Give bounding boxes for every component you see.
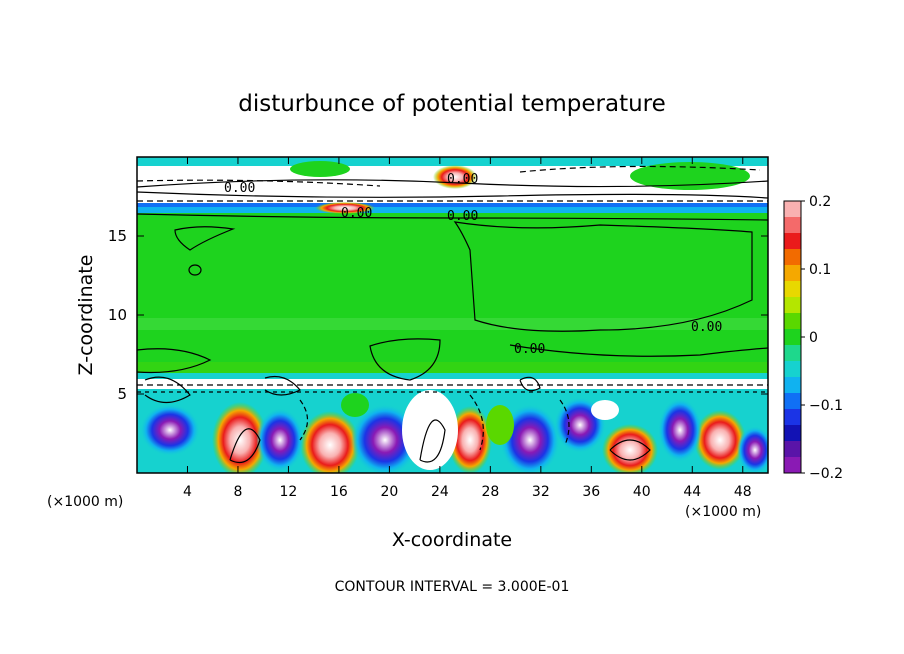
contour-label: 0.00 [514,342,545,357]
colorbar-swatch [784,425,801,442]
colorbar-swatch [784,313,801,330]
contour-label: 0.00 [447,209,478,224]
colorbar-swatch [784,361,801,378]
x-tick-label: 36 [582,484,600,500]
x-tick-label: 28 [481,484,499,500]
y-tick-label: 15 [108,227,127,245]
colorbar-swatch [784,249,801,266]
colorbar-tick-label: 0.1 [809,262,831,278]
colorbar-swatch [784,233,801,250]
colorbar-swatch [784,393,801,410]
upper-red-blob [315,202,375,214]
x-tick-label: 12 [280,484,298,500]
colorbar-ticks: 0.2 0.1 0 −0.1 −0.2 [801,194,843,482]
colorbar-swatch [784,329,801,346]
colorbar-swatch [784,297,801,314]
colorbar [783,200,802,474]
x-tick-label: 4 [183,484,192,500]
low-white-band [137,379,768,389]
plot-area: 0.00 0.00 0.00 0.00 0.00 0.00 [137,157,768,473]
x-axis-ticks: 4 8 12 16 20 24 28 32 36 40 44 48 [183,157,752,500]
colorbar-tick-label: 0.2 [809,194,831,210]
y-tick-label: 10 [108,306,127,324]
x-tick-label: 16 [330,484,348,500]
colorbar-swatch [784,409,801,426]
y-tick-label: 5 [117,385,127,403]
contour-label: 0.00 [447,172,478,187]
low-cyan-band [137,373,768,379]
contour-label: 0.00 [224,181,255,196]
colorbar-swatch [784,345,801,362]
x-tick-label: 40 [633,484,651,500]
chart-title: disturbunce of potential temperature [238,91,666,117]
upper-green-patch [630,162,750,190]
colorbar-swatch [784,377,801,394]
contour-interval-annotation: CONTOUR INTERVAL = 3.000E-01 [335,579,570,595]
colorbar-swatch [784,457,801,474]
y-axis-ticks: 5 10 15 [108,227,768,403]
x-unit-right: (×1000 m) [685,504,761,520]
x-tick-label: 44 [683,484,701,500]
upper-green-patch [290,161,350,177]
mid-band [137,318,768,330]
x-tick-label: 48 [734,484,752,500]
x-tick-label: 8 [233,484,242,500]
colorbar-swatch [784,217,801,234]
colorbar-tick-label: −0.1 [809,398,843,414]
x-tick-label: 20 [380,484,398,500]
upper-blue-edge [137,203,768,208]
contour-label: 0.00 [341,206,372,221]
lower-blobs [140,390,768,473]
colorbar-swatch [784,441,801,458]
colorbar-swatch [784,281,801,298]
upper-cyan-edge [137,207,768,213]
colorbar-tick-label: 0 [809,330,818,346]
colorbar-swatch [784,201,801,218]
contour-label: 0.00 [691,320,722,335]
x-tick-label: 24 [431,484,449,500]
x-unit-left: (×1000 m) [47,494,123,510]
colorbar-tick-label: −0.2 [809,466,843,482]
colorbar-swatch [784,265,801,282]
contour-lines [137,165,768,464]
y-axis-title: Z-coordinate [75,255,97,376]
x-tick-label: 32 [532,484,550,500]
x-axis-title: X-coordinate [392,529,512,551]
mid-band [137,362,768,374]
